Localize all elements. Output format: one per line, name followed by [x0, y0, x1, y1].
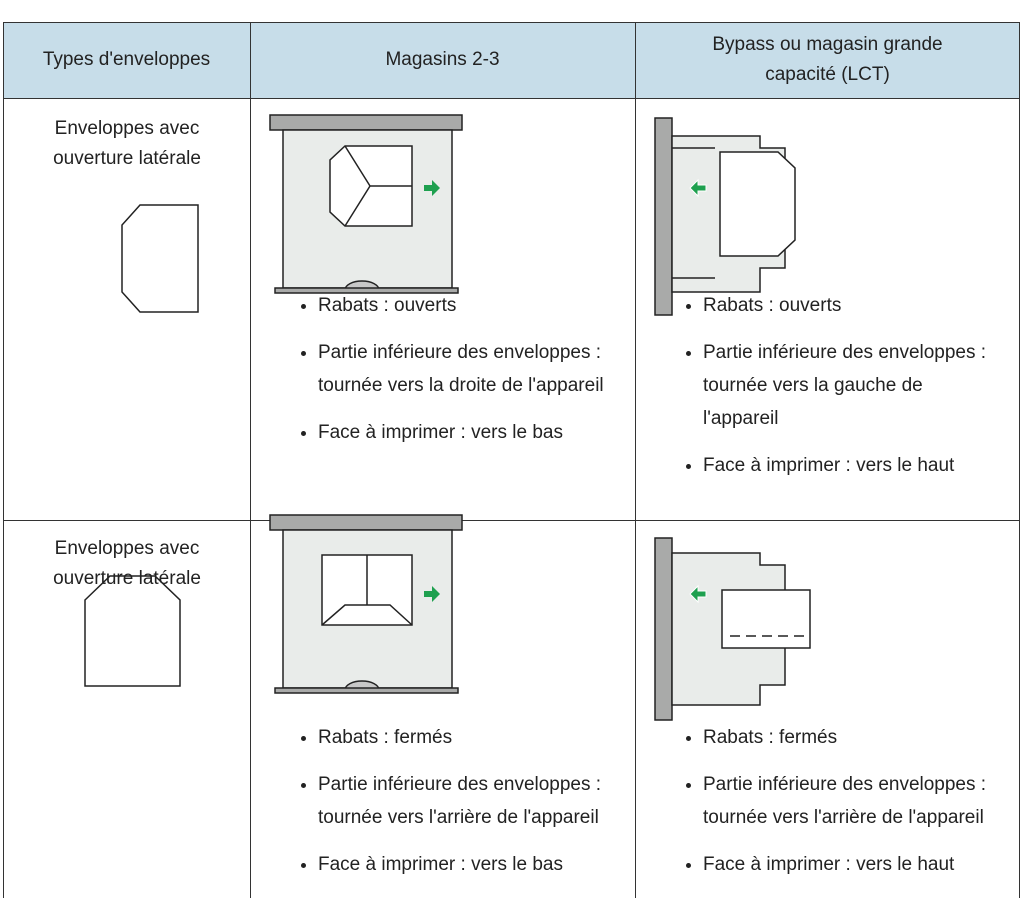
instruction: Face à imprimer : vers le haut	[703, 449, 1003, 482]
instruction: Face à imprimer : vers le bas	[318, 416, 618, 449]
bypass-instructions: Rabats : fermés Partie inférieure des en…	[675, 721, 1003, 895]
instruction: Rabats : fermés	[318, 721, 618, 754]
border	[1019, 22, 1020, 898]
envelope-type: Enveloppes avec ouverture latérale	[53, 538, 201, 589]
instruction: Partie inférieure des enveloppes : tourn…	[703, 336, 1003, 435]
border	[3, 520, 1020, 521]
header-cell: Magasins 2-3	[250, 22, 635, 98]
instruction: Partie inférieure des enveloppes : tourn…	[703, 768, 1003, 834]
tray-instructions: Rabats : fermés Partie inférieure des en…	[290, 721, 618, 895]
header-cell: Types d'enveloppes	[3, 22, 250, 98]
instruction: Face à imprimer : vers le haut	[703, 848, 1003, 881]
border	[3, 22, 4, 898]
bypass-instructions: Rabats : ouverts Partie inférieure des e…	[675, 289, 1003, 496]
instruction: Rabats : ouverts	[318, 289, 618, 322]
instruction: Rabats : ouverts	[703, 289, 1003, 322]
instruction: Face à imprimer : vers le bas	[318, 848, 618, 881]
header-cell: Bypass ou magasin grande capacité (LCT)	[635, 22, 1020, 98]
instruction: Partie inférieure des enveloppes : tourn…	[318, 336, 618, 402]
instruction: Rabats : fermés	[703, 721, 1003, 754]
instruction: Partie inférieure des enveloppes : tourn…	[318, 768, 618, 834]
tray-instructions: Rabats : ouverts Partie inférieure des e…	[290, 289, 618, 463]
border	[3, 22, 1020, 23]
border	[635, 22, 636, 898]
border	[3, 98, 1020, 99]
border	[250, 22, 251, 898]
envelope-type: Enveloppes avec ouverture latérale	[53, 118, 201, 169]
